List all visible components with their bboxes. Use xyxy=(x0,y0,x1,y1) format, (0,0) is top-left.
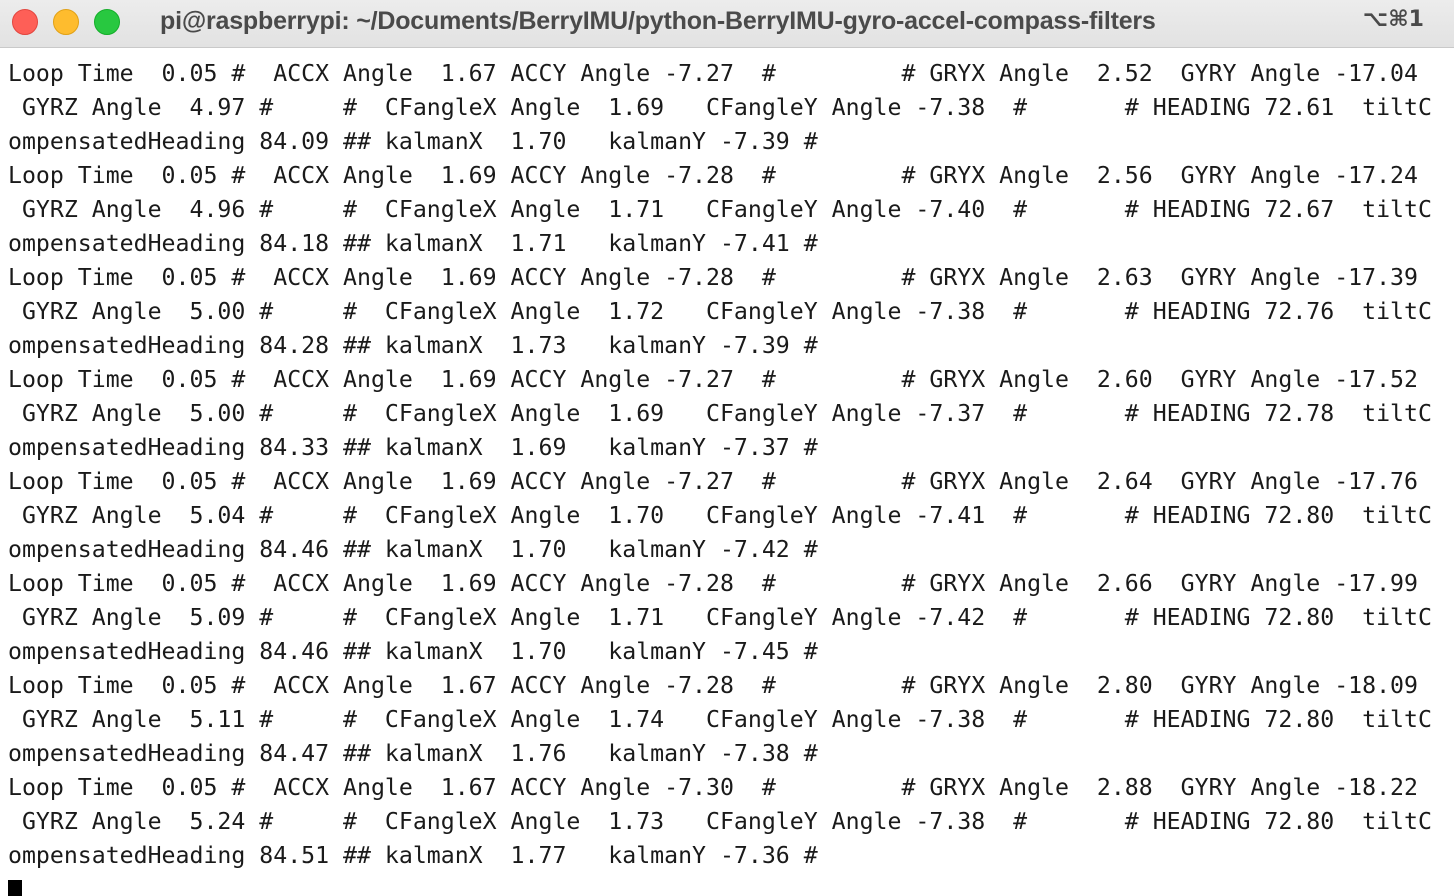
terminal-line: GYRZ Angle 5.00 # # CFangleX Angle 1.69 … xyxy=(8,400,1432,427)
terminal-output[interactable]: Loop Time 0.05 # ACCX Angle 1.67 ACCY An… xyxy=(8,57,1454,896)
terminal-line: Loop Time 0.05 # ACCX Angle 1.67 ACCY An… xyxy=(8,672,1418,699)
minimize-window-button[interactable] xyxy=(53,9,79,35)
terminal-line: Loop Time 0.05 # ACCX Angle 1.69 ACCY An… xyxy=(8,468,1418,495)
terminal-line: Loop Time 0.05 # ACCX Angle 1.69 ACCY An… xyxy=(8,366,1418,393)
terminal-line: GYRZ Angle 4.96 # # CFangleX Angle 1.71 … xyxy=(8,196,1432,223)
prompt-line xyxy=(8,873,1454,896)
terminal-line: Loop Time 0.05 # ACCX Angle 1.69 ACCY An… xyxy=(8,570,1418,597)
terminal-line: ompensatedHeading 84.46 ## kalmanX 1.70 … xyxy=(8,638,818,665)
terminal-line: ompensatedHeading 84.18 ## kalmanX 1.71 … xyxy=(8,230,818,257)
terminal-line: GYRZ Angle 5.24 # # CFangleX Angle 1.73 … xyxy=(8,808,1432,835)
terminal-line: ompensatedHeading 84.51 ## kalmanX 1.77 … xyxy=(8,842,818,869)
terminal-line: ompensatedHeading 84.28 ## kalmanX 1.73 … xyxy=(8,332,818,359)
terminal-line: ompensatedHeading 84.46 ## kalmanX 1.70 … xyxy=(8,536,818,563)
terminal-line: GYRZ Angle 5.11 # # CFangleX Angle 1.74 … xyxy=(8,706,1432,733)
terminal-line: Loop Time 0.05 # ACCX Angle 1.69 ACCY An… xyxy=(8,162,1418,189)
terminal-lines: Loop Time 0.05 # ACCX Angle 1.67 ACCY An… xyxy=(8,57,1454,873)
terminal-line: GYRZ Angle 4.97 # # CFangleX Angle 1.69 … xyxy=(8,94,1432,121)
terminal-line: GYRZ Angle 5.04 # # CFangleX Angle 1.70 … xyxy=(8,502,1432,529)
terminal-line: GYRZ Angle 5.09 # # CFangleX Angle 1.71 … xyxy=(8,604,1432,631)
terminal-line: Loop Time 0.05 # ACCX Angle 1.67 ACCY An… xyxy=(8,774,1418,801)
window-title: pi@raspberrypi: ~/Documents/BerryIMU/pyt… xyxy=(160,7,1156,35)
window-shortcut: ⌥⌘1 xyxy=(1362,7,1424,32)
text-cursor xyxy=(8,880,22,896)
close-window-button[interactable] xyxy=(12,9,38,35)
terminal-line: ompensatedHeading 84.33 ## kalmanX 1.69 … xyxy=(8,434,818,461)
terminal-line: Loop Time 0.05 # ACCX Angle 1.69 ACCY An… xyxy=(8,264,1418,291)
terminal-line: ompensatedHeading 84.47 ## kalmanX 1.76 … xyxy=(8,740,818,767)
terminal-line: Loop Time 0.05 # ACCX Angle 1.67 ACCY An… xyxy=(8,60,1418,87)
title-bar[interactable]: pi@raspberrypi: ~/Documents/BerryIMU/pyt… xyxy=(0,0,1454,48)
terminal-line: GYRZ Angle 5.00 # # CFangleX Angle 1.72 … xyxy=(8,298,1432,325)
terminal-line: ompensatedHeading 84.09 ## kalmanX 1.70 … xyxy=(8,128,818,155)
zoom-window-button[interactable] xyxy=(94,9,120,35)
